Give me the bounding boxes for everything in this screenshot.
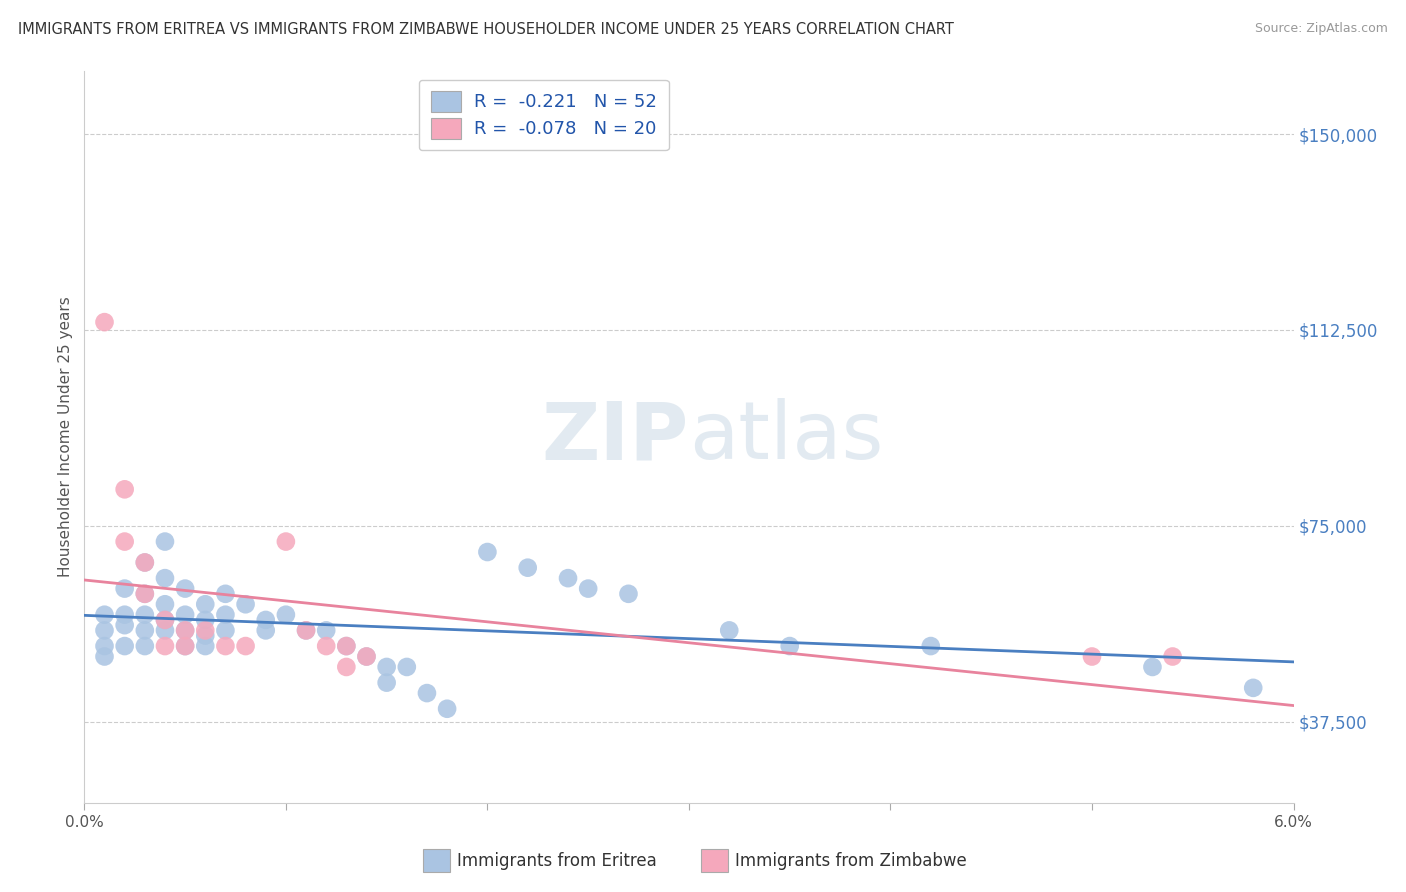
Point xyxy=(315,624,337,638)
Point xyxy=(174,639,197,653)
Point xyxy=(114,607,136,622)
Point xyxy=(174,624,197,638)
Point xyxy=(779,639,801,653)
Point xyxy=(356,649,378,664)
Point xyxy=(194,624,217,638)
Point xyxy=(335,639,357,653)
Text: IMMIGRANTS FROM ERITREA VS IMMIGRANTS FROM ZIMBABWE HOUSEHOLDER INCOME UNDER 25 : IMMIGRANTS FROM ERITREA VS IMMIGRANTS FR… xyxy=(18,22,955,37)
Point xyxy=(1161,649,1184,664)
Point xyxy=(356,649,378,664)
Point xyxy=(93,649,115,664)
Point xyxy=(315,639,337,653)
Point xyxy=(194,597,217,611)
Point xyxy=(375,675,398,690)
Point xyxy=(174,624,197,638)
Point xyxy=(416,686,439,700)
Legend: R =  -0.221   N = 52, R =  -0.078   N = 20: R = -0.221 N = 52, R = -0.078 N = 20 xyxy=(419,79,669,151)
Point xyxy=(114,618,136,632)
Point xyxy=(153,613,176,627)
Point xyxy=(194,639,217,653)
Point xyxy=(274,534,297,549)
Point xyxy=(114,639,136,653)
Point xyxy=(93,624,115,638)
Point xyxy=(153,597,176,611)
Point xyxy=(477,545,499,559)
Point xyxy=(93,315,115,329)
Point xyxy=(93,639,115,653)
Bar xyxy=(702,849,728,872)
Point xyxy=(153,639,176,653)
Point xyxy=(134,639,156,653)
Point xyxy=(274,607,297,622)
Point xyxy=(194,613,217,627)
Point xyxy=(153,571,176,585)
Point xyxy=(395,660,418,674)
Point xyxy=(174,639,197,653)
Point xyxy=(134,556,156,570)
Point xyxy=(557,571,579,585)
Text: Immigrants from Zimbabwe: Immigrants from Zimbabwe xyxy=(735,852,967,870)
Point xyxy=(134,587,156,601)
Point xyxy=(134,624,156,638)
Point xyxy=(254,624,277,638)
Point xyxy=(335,639,357,653)
Point xyxy=(134,607,156,622)
Text: atlas: atlas xyxy=(689,398,883,476)
Point xyxy=(153,613,176,627)
Point xyxy=(920,639,942,653)
Point xyxy=(1241,681,1264,695)
Point xyxy=(295,624,318,638)
Text: ZIP: ZIP xyxy=(541,398,689,476)
Point xyxy=(214,607,236,622)
Point xyxy=(134,587,156,601)
Point xyxy=(214,587,236,601)
Point xyxy=(93,607,115,622)
Point xyxy=(214,639,236,653)
Point xyxy=(295,624,318,638)
Point xyxy=(576,582,599,596)
Y-axis label: Householder Income Under 25 years: Householder Income Under 25 years xyxy=(58,297,73,577)
Point xyxy=(235,639,257,653)
Point xyxy=(335,660,357,674)
Point xyxy=(153,624,176,638)
Point xyxy=(194,629,217,643)
Point xyxy=(114,483,136,497)
Point xyxy=(516,560,538,574)
Point xyxy=(214,624,236,638)
Point xyxy=(174,582,197,596)
Text: Source: ZipAtlas.com: Source: ZipAtlas.com xyxy=(1254,22,1388,36)
Point xyxy=(1142,660,1164,674)
Point xyxy=(114,582,136,596)
Point xyxy=(1081,649,1104,664)
Bar xyxy=(423,849,450,872)
Point xyxy=(436,702,458,716)
Point xyxy=(375,660,398,674)
Point xyxy=(718,624,741,638)
Point xyxy=(617,587,640,601)
Point xyxy=(174,607,197,622)
Text: Immigrants from Eritrea: Immigrants from Eritrea xyxy=(457,852,657,870)
Point xyxy=(134,556,156,570)
Point xyxy=(254,613,277,627)
Point xyxy=(153,534,176,549)
Point xyxy=(114,534,136,549)
Point xyxy=(235,597,257,611)
